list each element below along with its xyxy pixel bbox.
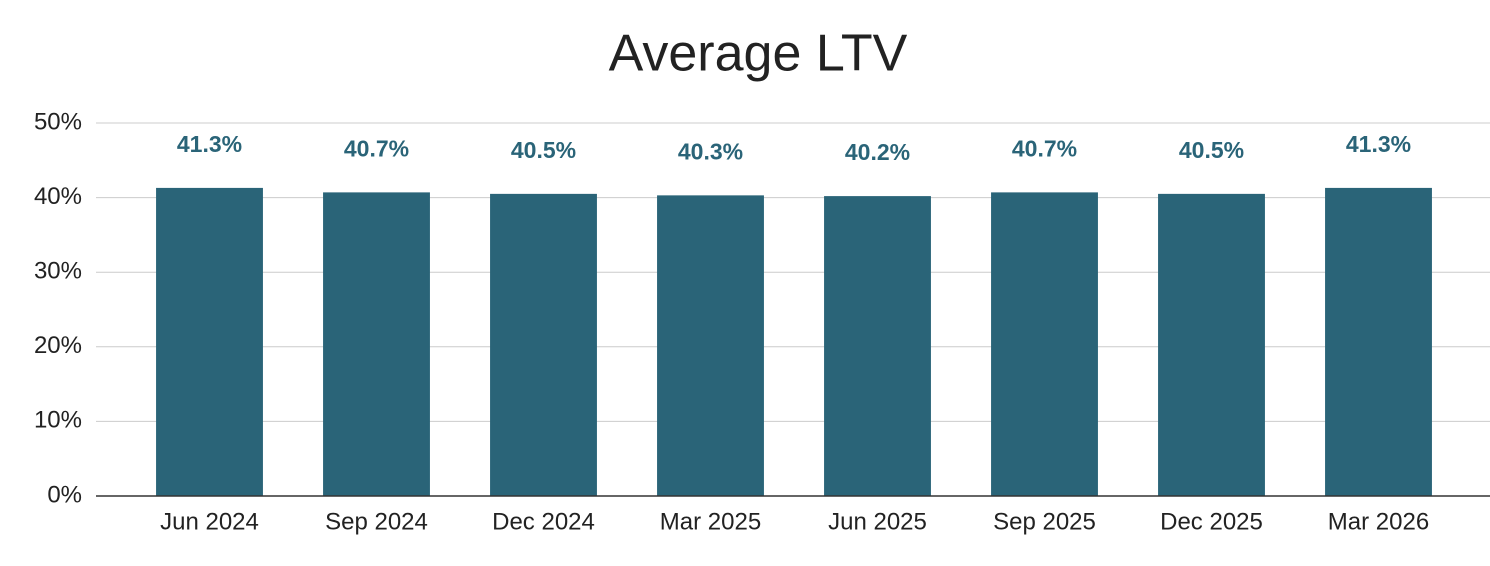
y-tick-label: 0% — [47, 481, 82, 508]
y-tick-label: 30% — [34, 258, 82, 285]
x-tick-label: Sep 2024 — [325, 508, 428, 535]
bar — [991, 192, 1098, 497]
value-label: 40.5% — [511, 137, 576, 163]
value-label: 40.7% — [344, 135, 409, 161]
bar — [1158, 193, 1265, 496]
bar — [490, 193, 597, 496]
value-label: 41.3% — [1346, 131, 1411, 157]
value-label: 40.5% — [1179, 137, 1244, 163]
x-tick-label: Sep 2025 — [993, 508, 1096, 535]
bar — [323, 192, 430, 497]
y-tick-label: 10% — [34, 407, 82, 434]
bar — [657, 195, 764, 496]
x-tick-label: Dec 2025 — [1160, 508, 1263, 535]
x-tick-label: Dec 2024 — [492, 508, 595, 535]
value-label: 41.3% — [177, 131, 242, 157]
value-label: 40.3% — [678, 138, 743, 164]
y-tick-label: 40% — [34, 183, 82, 210]
bar — [156, 187, 263, 497]
y-tick-label: 20% — [34, 332, 82, 359]
x-tick-label: Jun 2024 — [160, 508, 259, 535]
value-label: 40.2% — [845, 139, 910, 165]
bar — [1325, 187, 1432, 497]
bar — [824, 196, 931, 496]
x-tick-label: Mar 2025 — [660, 508, 761, 535]
value-label: 40.7% — [1012, 135, 1077, 161]
chart-title: Average LTV — [609, 25, 908, 83]
x-tick-label: Mar 2026 — [1328, 508, 1429, 535]
x-tick-label: Jun 2025 — [828, 508, 927, 535]
y-tick-label: 50% — [34, 108, 82, 135]
